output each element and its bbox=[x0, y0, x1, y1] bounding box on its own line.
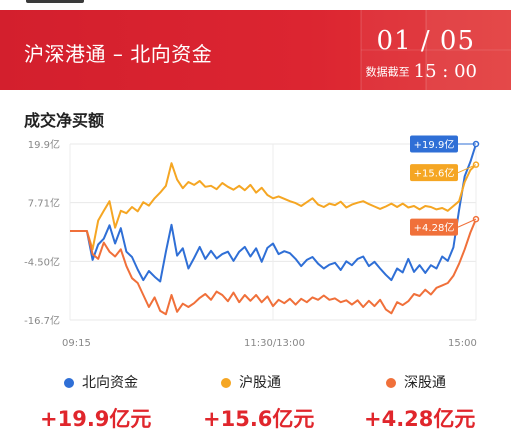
x-tick-label-2: 15:00 bbox=[448, 338, 477, 349]
series-line-sh bbox=[70, 162, 477, 251]
x-tick-label-1: 11:30/13:00 bbox=[244, 338, 305, 349]
total-sh-value: +15.6亿元 bbox=[203, 407, 315, 431]
header-decoration bbox=[360, 10, 511, 90]
series-line-north bbox=[70, 143, 477, 283]
page-title: 沪深港通 – 北向资金 bbox=[24, 42, 213, 66]
end-label-sz: +4.28亿 bbox=[414, 221, 455, 234]
end-label-north: +19.9亿 bbox=[414, 138, 455, 151]
legend-label-sz: 深股通 bbox=[404, 375, 446, 391]
y-tick-label-3: -16.7亿 bbox=[24, 314, 60, 327]
chart-legend: 北向资金 沪股通 深股通 bbox=[0, 372, 511, 398]
series-line-sz bbox=[70, 218, 477, 316]
end-label-connector-sh bbox=[457, 164, 477, 174]
y-tick-label-2: -4.50亿 bbox=[24, 255, 60, 268]
legend-item-sz: 深股通 bbox=[386, 372, 446, 392]
status-bar-mark bbox=[26, 0, 84, 3]
data-time-row: 数据截至 15 : 00 bbox=[366, 61, 477, 82]
legend-dot-north bbox=[64, 378, 74, 388]
legend-item-north: 北向资金 bbox=[64, 372, 138, 392]
legend-label-sh: 沪股通 bbox=[239, 375, 281, 391]
end-label-sh: +15.6亿 bbox=[414, 167, 455, 180]
total-north-value: +19.9亿元 bbox=[40, 407, 152, 431]
date-display: 01 / 05 bbox=[376, 26, 475, 56]
legend-dot-sh bbox=[221, 378, 231, 388]
end-label-box-north bbox=[410, 135, 458, 153]
end-label-box-sz bbox=[410, 218, 458, 236]
legend-label-north: 北向资金 bbox=[82, 375, 138, 391]
y-tick-label-1: 7.71亿 bbox=[28, 197, 60, 210]
status-bar-strip bbox=[0, 0, 511, 10]
end-label-box-sh bbox=[410, 164, 458, 182]
totals-row: +19.9亿元 +15.6亿元 +4.28亿元 bbox=[0, 403, 511, 439]
end-label-connector-sz bbox=[457, 218, 477, 228]
data-as-of-time: 15 : 00 bbox=[413, 61, 477, 82]
header-banner: 沪深港通 – 北向资金 01 / 05 数据截至 15 : 00 bbox=[0, 10, 511, 90]
section-title: 成交净买额 bbox=[24, 111, 105, 130]
legend-dot-sz bbox=[386, 378, 396, 388]
x-tick-label-0: 09:15 bbox=[62, 338, 91, 349]
y-tick-label-0: 19.9亿 bbox=[28, 138, 60, 151]
legend-item-sh: 沪股通 bbox=[221, 372, 281, 392]
total-sz-value: +4.28亿元 bbox=[364, 407, 476, 431]
data-as-of-label: 数据截至 bbox=[365, 65, 410, 79]
